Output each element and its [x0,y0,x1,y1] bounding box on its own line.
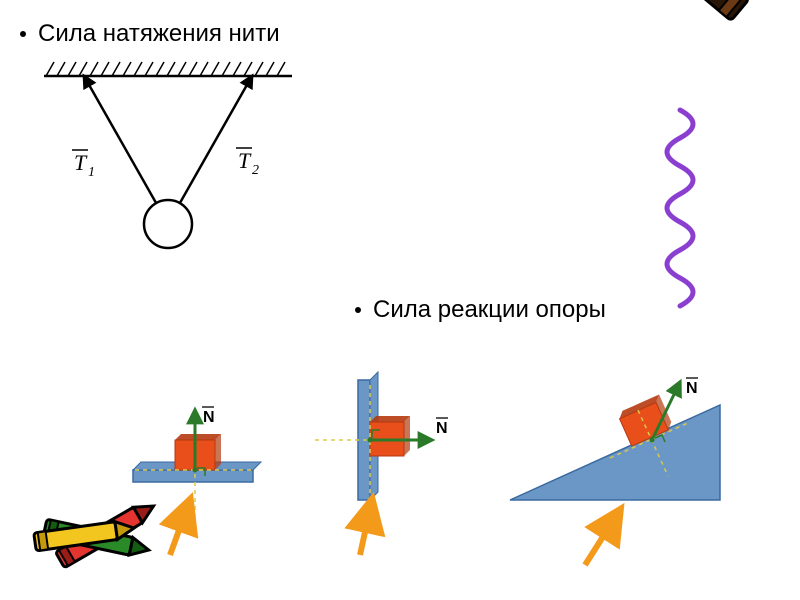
crayons-bottom-left [0,470,170,600]
svg-text:N: N [203,409,215,426]
reaction-diagram-2: N [300,350,460,560]
tension-diagram: T1T2 [38,60,298,250]
crayon-top-right [620,0,800,310]
title-tension-text: Сила натяжения нити [38,20,280,48]
title-reaction: Сила реакции опоры [355,296,606,324]
reaction-diagram-3: N [490,350,750,570]
bullet-dot [355,307,361,313]
title-tension: Сила натяжения нити [20,20,280,48]
bullet-dot [20,31,26,37]
svg-text:2: 2 [252,163,259,178]
title-reaction-text: Сила реакции опоры [373,296,606,324]
svg-text:N: N [436,420,448,437]
svg-text:T: T [74,150,88,175]
svg-text:1: 1 [88,165,95,180]
svg-text:N: N [686,380,698,397]
svg-text:T: T [238,148,252,173]
